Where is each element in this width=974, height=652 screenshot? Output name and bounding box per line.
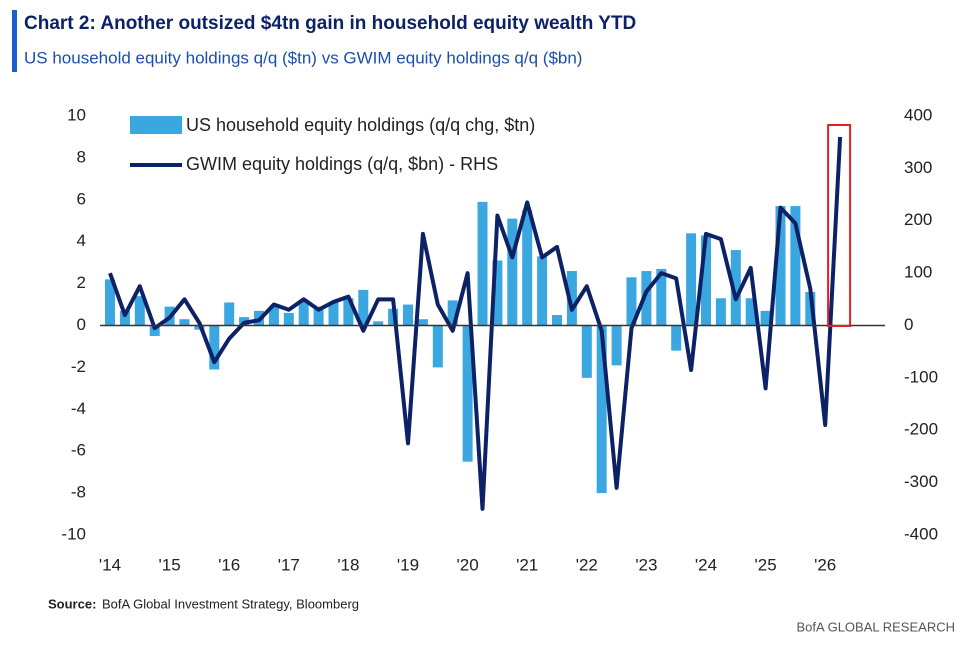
bar — [790, 206, 801, 326]
bar — [656, 268, 667, 326]
bar — [805, 291, 816, 326]
bar — [119, 310, 130, 326]
bar — [760, 310, 771, 326]
y2-tick-label: -400 — [904, 524, 938, 543]
y-tick-label: 8 — [77, 147, 86, 166]
bar — [626, 277, 637, 326]
bar — [715, 298, 726, 326]
source: BofA Global Investment Strategy, Bloombe… — [102, 596, 359, 611]
y-tick-label: -4 — [71, 399, 86, 418]
bar — [447, 300, 458, 326]
y-tick-label: -6 — [71, 441, 86, 460]
bar — [552, 315, 562, 326]
y2-tick-label: -100 — [904, 367, 938, 386]
chart-title: Chart 2: Another outsized $4tn gain in h… — [24, 13, 636, 34]
bar — [492, 260, 503, 326]
bar — [477, 201, 488, 326]
x-tick-label: '18 — [337, 555, 359, 574]
y-tick-label: 0 — [77, 315, 86, 334]
source-label: Source: — [48, 596, 96, 611]
bar — [417, 319, 428, 326]
y2-tick-label: -300 — [904, 472, 938, 491]
x-tick-label: '19 — [397, 555, 419, 574]
y-tick-label: -2 — [71, 357, 86, 376]
bar — [581, 325, 592, 378]
line — [108, 136, 843, 511]
bar — [537, 256, 548, 326]
bar — [105, 279, 115, 326]
title-accent — [12, 10, 17, 72]
x-tick-label: '15 — [159, 555, 181, 574]
x-tick-label: '17 — [278, 555, 300, 574]
y2-tick-label: 100 — [904, 263, 932, 282]
y-tick-label: 6 — [77, 189, 86, 208]
y2-tick-label: 200 — [904, 210, 932, 229]
brand: BofA GLOBAL RESEARCH — [797, 619, 955, 634]
x-tick-label: '26 — [814, 555, 836, 574]
bar — [641, 271, 652, 326]
bar — [745, 298, 756, 326]
y2-tick-label: 300 — [904, 158, 932, 177]
x-tick-label: '24 — [695, 555, 717, 574]
bar — [328, 302, 339, 326]
y-tick-label: -10 — [61, 524, 86, 543]
bar — [313, 306, 324, 326]
y2-tick-label: 400 — [904, 105, 932, 124]
x-tick-label: '20 — [457, 555, 479, 574]
bar — [701, 235, 711, 326]
bar — [522, 210, 533, 326]
bar — [566, 271, 577, 326]
bar — [671, 325, 682, 351]
y-tick-label: 10 — [67, 105, 86, 124]
legend-label: GWIM equity holdings (q/q, $bn) - RHS — [186, 154, 498, 174]
bar — [283, 312, 294, 326]
bar — [403, 304, 413, 326]
bar — [686, 233, 697, 326]
bar — [596, 325, 607, 494]
legend-label: US household equity holdings (q/q chg, $… — [186, 115, 535, 135]
legend-swatch — [130, 116, 182, 134]
bar — [462, 325, 473, 462]
chart-subtitle: US household equity holdings q/q ($tn) v… — [24, 48, 582, 67]
x-tick-label: '21 — [516, 555, 538, 574]
y-tick-label: 2 — [77, 273, 86, 292]
y-tick-label: 4 — [77, 231, 86, 250]
bar — [432, 325, 443, 368]
bar — [611, 325, 622, 366]
x-tick-label: '22 — [576, 555, 598, 574]
bar — [373, 321, 384, 326]
bar — [209, 325, 220, 370]
bar — [134, 296, 145, 326]
bar — [298, 300, 309, 326]
y2-tick-label: -200 — [904, 420, 938, 439]
bar — [343, 298, 354, 326]
x-tick-label: '14 — [99, 555, 121, 574]
bar — [149, 325, 160, 336]
x-tick-label: '16 — [218, 555, 240, 574]
bar — [775, 206, 786, 326]
bar — [224, 302, 235, 326]
bar — [507, 218, 518, 326]
y2-tick-label: 0 — [904, 315, 913, 334]
bar — [268, 306, 279, 326]
bar — [730, 250, 741, 326]
x-tick-label: '23 — [635, 555, 657, 574]
bar — [179, 319, 190, 326]
bar — [358, 289, 369, 326]
x-tick-label: '25 — [755, 555, 777, 574]
y-tick-label: -8 — [71, 483, 86, 502]
highlight-box — [827, 124, 852, 327]
